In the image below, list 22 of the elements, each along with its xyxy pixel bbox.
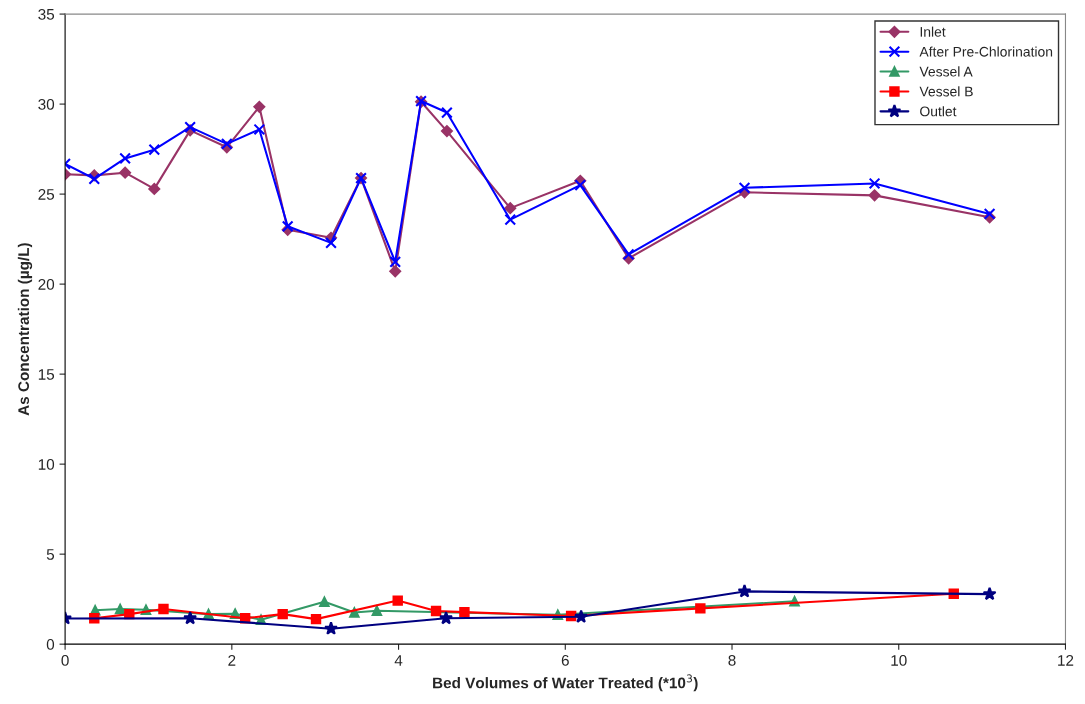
y-tick-label: 0 <box>46 639 55 650</box>
y-tick-label: 5 <box>46 549 55 560</box>
legend-label: Outlet <box>920 106 957 117</box>
x-tick-label: 6 <box>561 654 569 666</box>
x-tick-label: 2 <box>228 654 236 666</box>
y-tick-label: 35 <box>38 8 55 20</box>
y-tick-label: 30 <box>38 98 55 110</box>
legend-label: Vessel B <box>919 86 973 97</box>
legend-label: Vessel A <box>919 66 973 77</box>
y-tick-label: 25 <box>38 188 55 200</box>
x-tick-label: 0 <box>61 654 69 666</box>
y-tick-label: 20 <box>38 278 55 290</box>
x-axis-title: Bed Volumes of Water Treated (*10$^{3}$) <box>433 674 698 692</box>
legend-label: Inlet <box>920 26 946 37</box>
x-tick-label: 8 <box>728 654 736 666</box>
x-tick-label: 10 <box>891 654 907 666</box>
y-axis-title: As Concentration (µg/L) <box>17 243 33 416</box>
x-tick-label: 12 <box>1058 654 1074 666</box>
y-tick-label: 10 <box>38 459 55 470</box>
y-tick-label: 15 <box>38 369 55 380</box>
legend-label: After Pre-Chlorination <box>919 46 1053 57</box>
x-tick-label: 4 <box>394 655 403 666</box>
